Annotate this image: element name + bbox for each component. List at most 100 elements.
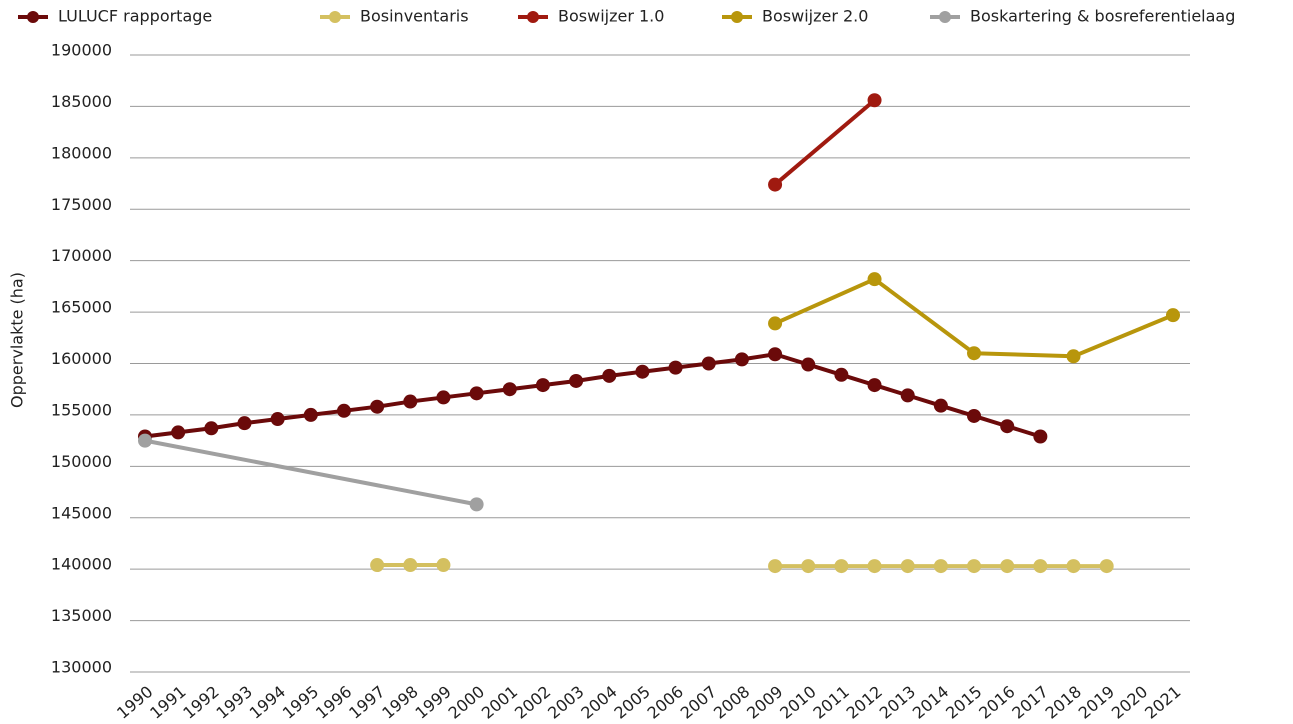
x-tick-label: 2019	[1075, 682, 1118, 723]
data-point	[933, 559, 948, 574]
x-tick-label: 2011	[809, 682, 852, 723]
data-point	[270, 412, 285, 427]
data-point	[138, 433, 152, 448]
legend-label: Boswijzer 1.0	[558, 7, 664, 26]
y-axis-label: Oppervlakte (ha)	[8, 272, 27, 408]
data-point	[469, 497, 484, 512]
legend-swatch	[527, 11, 539, 23]
y-tick-label: 185000	[51, 92, 112, 111]
x-tick-label: 2017	[1008, 682, 1051, 723]
x-tick-label: 2005	[610, 682, 653, 723]
data-point	[768, 177, 783, 192]
x-tick-label: 1995	[279, 682, 322, 723]
y-tick-label: 155000	[51, 400, 112, 419]
x-tick-label: 2001	[478, 682, 521, 723]
x-tick-label: 2016	[975, 682, 1018, 723]
data-point	[967, 559, 982, 574]
legend-swatch	[27, 11, 39, 23]
data-point	[370, 399, 385, 414]
data-point	[502, 382, 517, 397]
data-point	[801, 357, 816, 372]
data-point	[602, 368, 617, 383]
x-tick-label: 2002	[511, 682, 554, 723]
data-point	[1099, 559, 1114, 574]
y-tick-label: 180000	[51, 143, 112, 162]
series-line	[377, 563, 1107, 569]
data-point	[370, 558, 385, 573]
legend-label: Bosinventaris	[360, 7, 469, 26]
x-tick-label: 1997	[345, 682, 388, 723]
legend-swatch	[939, 11, 951, 23]
data-point	[403, 394, 418, 409]
data-point	[1000, 419, 1015, 434]
data-point	[469, 386, 484, 401]
series-line	[774, 277, 1174, 359]
x-tick-label: 2007	[677, 682, 720, 723]
data-point	[867, 93, 882, 108]
x-tick-label: 2010	[776, 682, 819, 723]
x-tick-label: 1992	[179, 682, 222, 723]
x-tick-label: 1991	[146, 682, 189, 723]
data-point	[734, 352, 749, 367]
data-point	[171, 425, 186, 440]
data-point	[701, 356, 716, 371]
data-point	[768, 316, 783, 331]
data-point	[436, 390, 451, 405]
data-point	[900, 388, 915, 403]
x-tick-label: 2000	[445, 682, 488, 723]
data-point	[967, 408, 982, 423]
data-point	[1000, 559, 1015, 574]
x-tick-label: 1990	[113, 682, 156, 723]
y-tick-label: 145000	[51, 503, 112, 522]
series-line	[773, 98, 876, 187]
x-tick-label: 2015	[942, 682, 985, 723]
data-point	[635, 364, 650, 379]
data-point	[768, 347, 783, 362]
data-point	[668, 360, 683, 375]
data-point	[768, 559, 783, 574]
y-tick-label: 150000	[51, 452, 112, 471]
data-point	[1066, 559, 1081, 574]
data-point	[834, 367, 849, 382]
x-tick-label: 2008	[710, 682, 753, 723]
x-tick-label: 2014	[909, 682, 952, 723]
data-point	[867, 378, 882, 393]
legend-label: Boswijzer 2.0	[762, 7, 868, 26]
y-tick-label: 170000	[51, 246, 112, 265]
data-point	[237, 416, 252, 431]
x-tick-label: 2018	[1042, 682, 1085, 723]
y-tick-label: 160000	[51, 349, 112, 368]
y-tick-label: 140000	[51, 555, 112, 574]
y-tick-label: 190000	[51, 41, 112, 60]
data-point	[436, 558, 451, 573]
data-point	[801, 559, 816, 574]
data-point	[403, 558, 418, 573]
legend-swatch	[731, 11, 743, 23]
x-tick-label: 1994	[246, 682, 289, 723]
x-tick-label: 1993	[213, 682, 256, 723]
data-point	[1066, 349, 1081, 364]
x-tick-label: 2013	[876, 682, 919, 723]
data-point	[967, 346, 982, 361]
data-point	[535, 378, 550, 393]
data-point	[303, 407, 318, 422]
x-tick-label: 2003	[544, 682, 587, 723]
data-point	[204, 421, 219, 436]
series-line	[144, 438, 477, 507]
data-point	[867, 559, 882, 574]
y-tick-label: 130000	[51, 658, 112, 677]
x-tick-label: 2006	[644, 682, 687, 723]
x-tick-label: 1999	[412, 682, 455, 723]
x-tick-label: 2021	[1141, 682, 1184, 723]
data-point	[1033, 559, 1048, 574]
data-point	[867, 272, 882, 287]
x-tick-label: 1998	[378, 682, 421, 723]
x-tick-label: 2012	[843, 682, 886, 723]
data-point	[834, 559, 849, 574]
data-point	[900, 559, 915, 574]
x-tick-label: 2009	[743, 682, 786, 723]
data-point	[336, 403, 351, 418]
data-point	[1033, 429, 1048, 444]
y-tick-label: 175000	[51, 195, 112, 214]
